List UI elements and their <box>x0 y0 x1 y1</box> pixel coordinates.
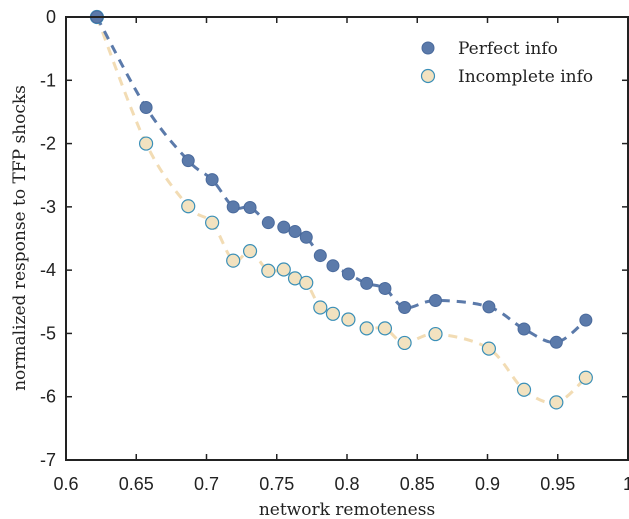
perfect-info-point <box>326 259 340 273</box>
perfect-info-point <box>299 230 313 244</box>
y-tick-label: -6 <box>40 387 56 407</box>
perfect-info-point <box>517 322 531 336</box>
incomplete-info-point <box>481 341 497 356</box>
perfect-info-point <box>226 200 240 214</box>
x-tick-label: 0.85 <box>400 474 435 494</box>
y-tick-label: -3 <box>40 197 56 217</box>
perfect-info-point <box>579 313 593 327</box>
perfect-info-point <box>277 220 291 234</box>
incomplete-info-point <box>516 382 532 397</box>
perfect-info-point <box>482 300 496 314</box>
y-tick-label: -1 <box>40 70 56 90</box>
legend-label-incomplete-info: Incomplete info <box>458 67 593 87</box>
perfect-info-point <box>378 281 392 295</box>
perfect-info-point <box>360 276 374 290</box>
x-tick-label: 0.7 <box>194 474 219 494</box>
y-axis: 0 -1 -2 -3 -4 -5 -6 -7 <box>40 7 628 470</box>
incomplete-info-point <box>226 253 241 268</box>
perfect-info-point <box>139 100 153 114</box>
y-tick-label: -2 <box>40 134 56 154</box>
x-tick-label: 0.9 <box>475 474 500 494</box>
perfect-info-point <box>288 225 302 239</box>
y-tick-label: 0 <box>46 7 56 27</box>
x-tick-label: 0.6 <box>53 474 78 494</box>
x-tick-label: 0.95 <box>540 474 575 494</box>
x-tick-label: 0.8 <box>334 474 359 494</box>
perfect-info-point <box>313 249 327 263</box>
incomplete-info-point <box>578 370 593 385</box>
perfect-info-point <box>261 216 275 230</box>
incomplete-info-point <box>276 262 291 277</box>
incomplete-info-point <box>313 300 328 315</box>
incomplete-info-point <box>397 335 412 351</box>
incomplete-info-point <box>325 306 341 321</box>
x-axis: 0.6 0.65 0.7 0.75 0.8 0.85 0.9 0.95 1 <box>53 17 629 494</box>
legend-marker-incomplete-info <box>420 68 436 84</box>
incomplete-info-point <box>299 275 314 290</box>
series-layer <box>89 9 593 410</box>
incomplete-info-point <box>138 136 154 151</box>
incomplete-info-point <box>205 215 220 230</box>
x-tick-label: 0.75 <box>259 474 294 494</box>
y-tick-label: -4 <box>40 260 56 280</box>
legend-label-perfect-info: Perfect info <box>458 39 558 59</box>
incomplete-info-point <box>359 321 374 336</box>
perfect-info-point <box>429 294 443 308</box>
y-tick-label: -7 <box>40 450 56 470</box>
x-tick-label: 0.65 <box>119 474 154 494</box>
perfect-info-point <box>205 173 219 187</box>
incomplete-info-point <box>261 263 276 278</box>
incomplete-info-point <box>341 312 356 327</box>
perfect-info-point <box>341 267 355 281</box>
incomplete-info-point <box>549 395 564 410</box>
perfect-info-point <box>181 154 195 168</box>
incomplete-info-point <box>242 244 258 259</box>
plot-area-background <box>66 17 628 460</box>
perfect-info-point <box>549 335 563 349</box>
x-tick-label: 1 <box>623 474 629 494</box>
incomplete-info-point <box>428 326 443 342</box>
legend: Perfect info Incomplete info <box>420 39 593 87</box>
perfect-info-point <box>398 300 412 314</box>
legend-marker-perfect-info <box>421 41 435 55</box>
incomplete-info-point <box>181 199 196 214</box>
y-tick-label: -5 <box>40 323 56 343</box>
x-axis-title: network remoteness <box>259 500 435 519</box>
perfect-info-point <box>243 200 257 214</box>
y-axis-title: normalized response to TFP shocks <box>10 85 30 391</box>
incomplete-info-point <box>377 321 393 336</box>
